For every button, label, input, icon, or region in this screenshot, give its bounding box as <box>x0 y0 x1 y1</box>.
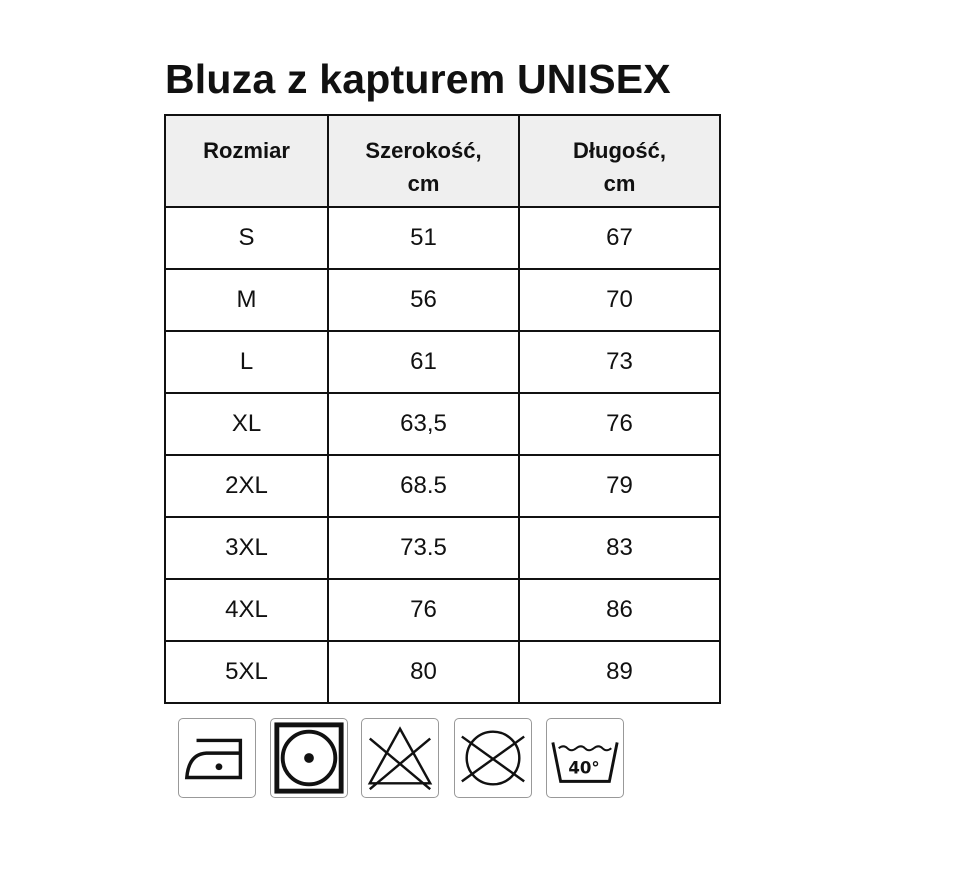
header-text: Szerokość, <box>365 138 482 163</box>
iron-low-temperature-icon <box>178 718 256 798</box>
table-row: L 61 73 <box>164 330 721 394</box>
width-cell: 68.5 <box>327 454 520 518</box>
table-row: XL 63,5 76 <box>164 392 721 456</box>
header-unit: cm <box>603 171 636 196</box>
wash-temperature-label: 40° <box>568 759 599 778</box>
length-cell: 67 <box>518 206 721 270</box>
size-cell: 5XL <box>164 640 329 704</box>
size-cell: 4XL <box>164 578 329 642</box>
tumble-dry-low-icon <box>270 718 348 798</box>
width-cell: 61 <box>327 330 520 394</box>
header-unit: cm <box>407 171 440 196</box>
size-cell: S <box>164 206 329 270</box>
size-cell: M <box>164 268 329 332</box>
page-title: Bluza z kapturem UNISEX <box>165 56 671 102</box>
header-length: Długość, cm <box>518 114 721 208</box>
header-text: Rozmiar <box>203 138 290 163</box>
length-cell: 76 <box>518 392 721 456</box>
table-row: S 51 67 <box>164 206 721 270</box>
width-cell: 51 <box>327 206 520 270</box>
do-not-bleach-icon <box>361 718 439 798</box>
size-cell: 2XL <box>164 454 329 518</box>
length-cell: 86 <box>518 578 721 642</box>
length-cell: 83 <box>518 516 721 580</box>
size-cell: XL <box>164 392 329 456</box>
size-cell: L <box>164 330 329 394</box>
table-row: 5XL 80 89 <box>164 640 721 704</box>
do-not-dry-clean-icon <box>454 718 532 798</box>
table-row: 4XL 76 86 <box>164 578 721 642</box>
width-cell: 80 <box>327 640 520 704</box>
width-cell: 73.5 <box>327 516 520 580</box>
width-cell: 63,5 <box>327 392 520 456</box>
header-size: Rozmiar <box>164 114 329 208</box>
table-header-row: Rozmiar Szerokość, cm Długość, cm <box>164 114 721 208</box>
length-cell: 79 <box>518 454 721 518</box>
length-cell: 70 <box>518 268 721 332</box>
table-row: M 56 70 <box>164 268 721 332</box>
size-table: Rozmiar Szerokość, cm Długość, cm S 51 67 M 56… <box>164 114 721 704</box>
wash-40-icon: 40° <box>546 718 624 798</box>
width-cell: 76 <box>327 578 520 642</box>
header-width: Szerokość, cm <box>327 114 520 208</box>
table-row: 3XL 73.5 83 <box>164 516 721 580</box>
length-cell: 89 <box>518 640 721 704</box>
header-text: Długość, <box>573 138 666 163</box>
table-row: 2XL 68.5 79 <box>164 454 721 518</box>
length-cell: 73 <box>518 330 721 394</box>
size-cell: 3XL <box>164 516 329 580</box>
width-cell: 56 <box>327 268 520 332</box>
